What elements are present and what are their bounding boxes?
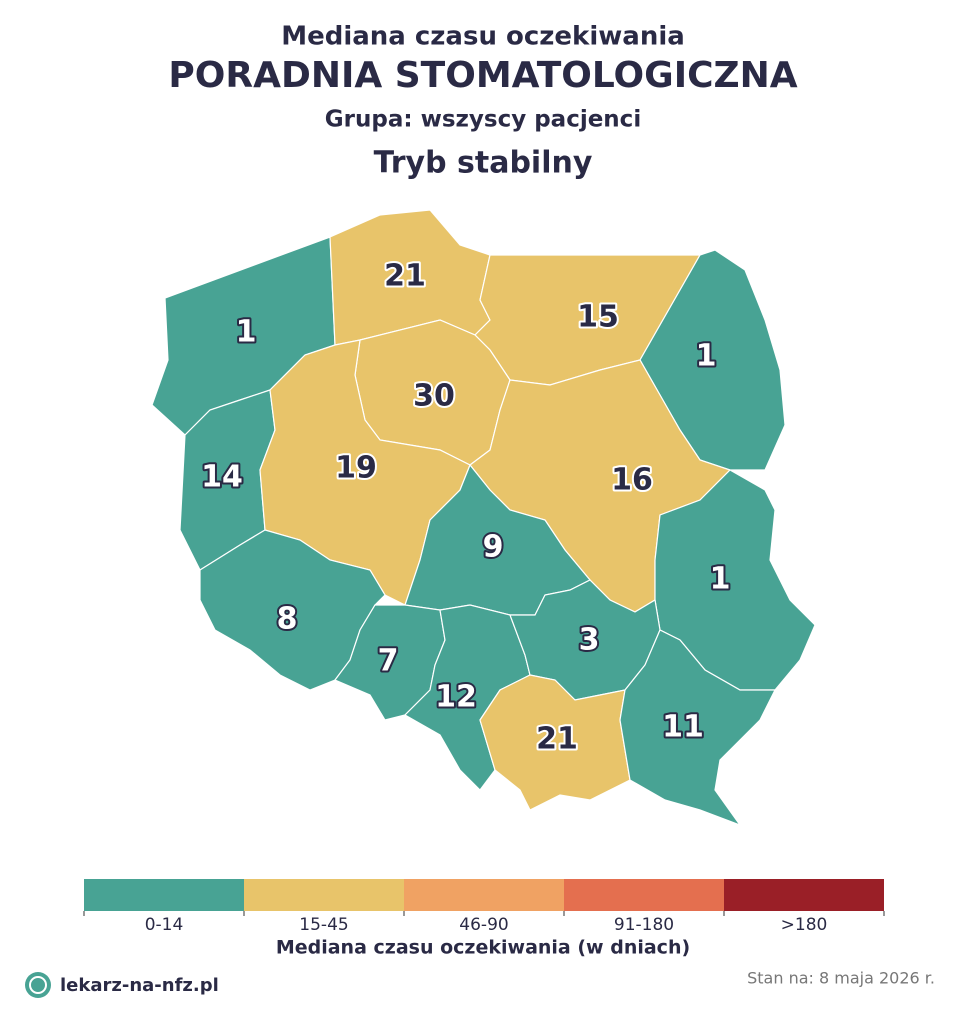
- legend: 0-14 15-45 46-90 91-180 >180: [83, 879, 885, 935]
- legend-swatch: [244, 879, 404, 911]
- legend-label: 46-90: [459, 915, 508, 935]
- region-value: 12: [435, 680, 477, 715]
- region-value: 8: [277, 602, 298, 637]
- regions: 1 21 15 1 30 14 19 16 9 1 8 7 12 3 21 11: [151, 209, 816, 827]
- region-value: 21: [384, 259, 426, 294]
- legend-label: 91-180: [614, 915, 674, 935]
- region-value: 30: [413, 379, 455, 414]
- site[interactable]: lekarz-na-nfz.pl: [60, 975, 219, 996]
- logo-inner: [29, 976, 47, 994]
- group: Grupa: wszyscy pacjenci: [325, 107, 641, 133]
- region-value: 15: [577, 300, 619, 335]
- mode: Tryb stabilny: [374, 146, 593, 181]
- legend-swatch: [724, 879, 884, 911]
- legend-label: >180: [781, 915, 828, 935]
- region-value: 14: [201, 460, 243, 495]
- legend-label: 0-14: [145, 915, 184, 935]
- region-value: 7: [378, 644, 399, 679]
- region-value: 1: [696, 339, 717, 374]
- region-value: 9: [483, 530, 504, 565]
- region-value: 1: [710, 562, 731, 597]
- subtitle: PORADNIA STOMATOLOGICZNA: [168, 55, 797, 96]
- region-value: 16: [611, 463, 653, 498]
- title: Mediana czasu oczekiwania: [281, 22, 685, 52]
- legend-swatch: [564, 879, 724, 911]
- region: [619, 629, 776, 827]
- logo: [25, 972, 51, 998]
- region-value: 19: [335, 451, 377, 486]
- date: Stan na: 8 maja 2026 r.: [747, 969, 935, 988]
- legend-swatch: [404, 879, 564, 911]
- region-value: 1: [236, 315, 257, 350]
- region-value: 21: [536, 722, 578, 757]
- region-value: 11: [662, 710, 704, 745]
- legend-label: 15-45: [299, 915, 348, 935]
- legend-title: Mediana czasu oczekiwania (w dniach): [276, 937, 690, 959]
- legend-swatch: [84, 879, 244, 911]
- region-value: 3: [579, 623, 600, 658]
